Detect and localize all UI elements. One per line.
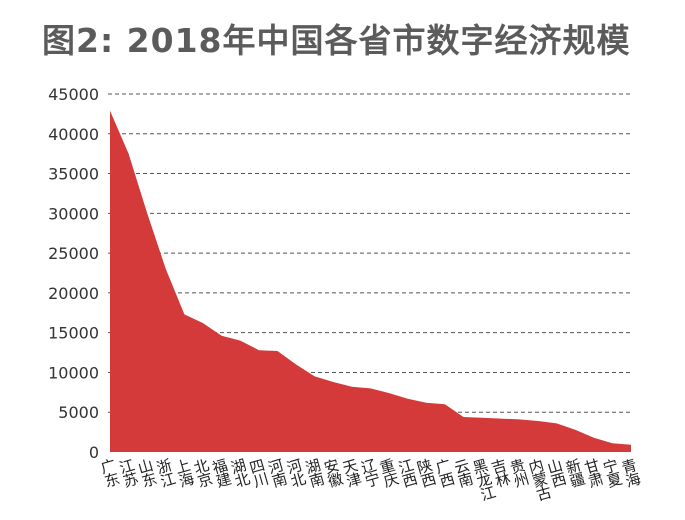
x-tick-label: 云南 — [452, 456, 475, 491]
x-tick-label: 宁夏 — [601, 456, 624, 491]
x-tick-label: 贵州 — [508, 456, 531, 491]
x-tick-label: 辽宁 — [359, 456, 382, 491]
x-tick-label: 安徽 — [322, 456, 345, 491]
x-tick-label: 山西 — [545, 456, 568, 491]
x-tick-label: 上海 — [173, 456, 196, 491]
x-tick-label: 江苏 — [117, 456, 140, 491]
chart-title: 图2: 2018年中国各省市数字经济规模 — [42, 21, 631, 60]
x-tick-label: 黑龙江 — [471, 456, 498, 504]
x-tick-label: 北京 — [192, 456, 215, 491]
x-tick-label: 山东 — [136, 456, 159, 491]
x-tick-label: 广东 — [99, 456, 122, 491]
y-tick-label: 15000 — [48, 324, 99, 343]
x-tick-label: 江西 — [396, 456, 419, 491]
x-tick-label: 内蒙古 — [527, 456, 554, 504]
x-tick-label: 甘肃 — [582, 456, 605, 491]
y-tick-label: 10000 — [48, 363, 99, 382]
y-tick-label: 25000 — [48, 244, 99, 263]
y-tick-label: 5000 — [58, 403, 99, 422]
x-axis-ticks: 广东江苏山东浙江上海北京福建湖北四川河南河北湖南安徽天津辽宁重庆江西陕西广西云南… — [99, 456, 643, 504]
data-area — [110, 110, 631, 452]
x-tick-label: 河北 — [285, 456, 308, 491]
x-tick-label: 湖南 — [303, 456, 326, 491]
x-tick-label: 青海 — [620, 456, 643, 491]
x-tick-label: 福建 — [210, 456, 233, 491]
x-tick-label: 浙江 — [155, 456, 178, 491]
y-tick-label: 40000 — [48, 125, 99, 144]
x-tick-label: 吉林 — [489, 456, 512, 491]
x-tick-label: 河南 — [266, 456, 289, 491]
x-tick-label: 陕西 — [415, 456, 438, 491]
x-tick-label: 湖北 — [229, 456, 252, 491]
y-tick-label: 20000 — [48, 284, 99, 303]
x-tick-label: 天津 — [341, 456, 364, 491]
x-tick-label: 四川 — [248, 456, 271, 491]
y-tick-label: 30000 — [48, 204, 99, 223]
y-tick-label: 0 — [89, 443, 99, 462]
y-tick-label: 35000 — [48, 165, 99, 184]
y-axis-ticks: 0 5000 10000 15000 20000 25000 30000 35000 40000… — [48, 85, 99, 462]
y-tick-label: 45000 — [48, 85, 99, 104]
x-tick-label: 广西 — [434, 456, 457, 491]
x-tick-label: 重庆 — [378, 456, 401, 491]
x-tick-label: 新疆 — [564, 456, 587, 491]
